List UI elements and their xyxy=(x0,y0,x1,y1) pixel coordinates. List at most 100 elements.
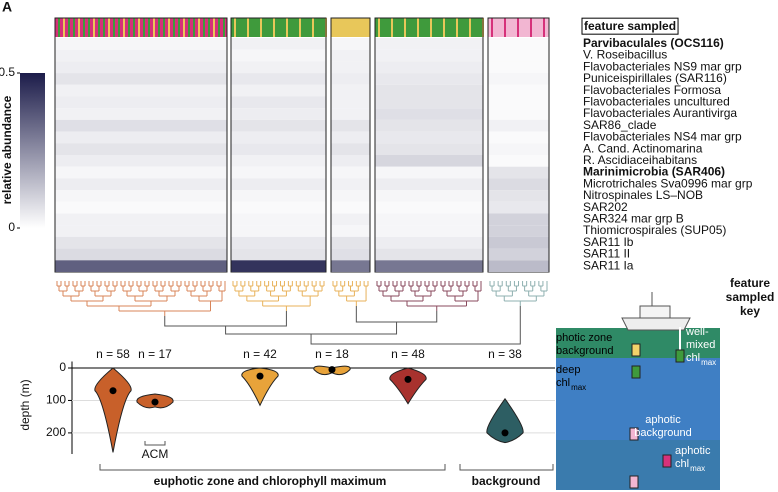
feature-stripe xyxy=(128,18,130,37)
heatmap-cell xyxy=(231,166,326,179)
dendro-root xyxy=(225,322,398,335)
feature-stripe xyxy=(158,18,160,37)
feature-stripe xyxy=(213,18,215,37)
heatmap-cell xyxy=(331,236,370,249)
key-swatch xyxy=(629,427,639,441)
heatmap-cell xyxy=(488,73,549,85)
row-label: R. Ascidiaceihabitans xyxy=(583,153,697,167)
feature-strip xyxy=(331,18,370,37)
heatmap-cell xyxy=(488,166,549,179)
bracket-label: ACM xyxy=(142,447,169,461)
feature-stripe xyxy=(208,18,210,37)
heatmap-cell xyxy=(231,248,326,261)
key-label: chl xyxy=(556,377,570,389)
heatmap-cell xyxy=(55,190,227,202)
heatmap-cell xyxy=(331,155,370,167)
key-label-sub: max xyxy=(701,358,716,367)
heatmap-cell xyxy=(231,119,326,132)
row-label: V. Roseibacillus xyxy=(583,48,667,62)
heatmap-cell xyxy=(375,225,483,237)
heatmap-cell xyxy=(375,61,483,74)
heatmap-cell xyxy=(231,260,326,272)
feature-stripe xyxy=(198,18,200,37)
heatmap-cell xyxy=(231,108,326,120)
feature-stripe xyxy=(178,18,180,37)
heatmap-cell xyxy=(375,84,483,97)
group-label: n = 48 xyxy=(391,347,425,361)
heatmap-cell xyxy=(331,61,370,74)
key-label: chl xyxy=(686,352,700,364)
feature-stripe xyxy=(188,18,190,37)
bracket xyxy=(99,464,446,471)
heatmap-cell xyxy=(331,108,370,120)
feature-label-box xyxy=(581,17,679,35)
colorbar xyxy=(20,73,45,228)
feature-stripe xyxy=(98,18,100,37)
heatmap-cell xyxy=(231,155,326,167)
heatmap-cell xyxy=(331,131,370,144)
y-tick-label: 200 xyxy=(46,425,66,439)
heatmap-cell xyxy=(488,260,549,272)
feature-stripe xyxy=(123,18,125,37)
feature-stripe xyxy=(108,18,110,37)
feature-stripe xyxy=(193,18,195,37)
heatmap-cell xyxy=(231,213,326,226)
heatmap-cell xyxy=(55,73,227,85)
heatmap-cell xyxy=(331,178,370,191)
feature-stripe xyxy=(443,18,445,37)
heatmap-cell xyxy=(231,201,326,214)
y-tick-label: 100 xyxy=(46,393,66,407)
heatmap-cell xyxy=(231,96,326,109)
heatmap-cell xyxy=(55,201,227,214)
key-label: chl xyxy=(675,458,689,470)
feature-stripe xyxy=(430,18,432,37)
feature-stripe xyxy=(93,18,95,37)
heatmap-cell xyxy=(331,166,370,179)
heatmap-cell xyxy=(55,236,227,249)
heatmap-cell xyxy=(488,49,549,62)
feature-stripe xyxy=(88,18,90,37)
heatmap-cell xyxy=(55,260,227,272)
feature-stripe xyxy=(148,18,150,37)
dendro-root xyxy=(355,306,438,323)
heatmap-cell xyxy=(231,38,326,50)
heatmap-cell xyxy=(375,49,483,62)
heatmap-cell xyxy=(331,201,370,214)
heatmap-cell xyxy=(331,119,370,132)
panel-label: A xyxy=(2,0,12,15)
heatmap-cell xyxy=(488,178,549,191)
heatmap-cell xyxy=(55,49,227,62)
dendro-root xyxy=(164,311,287,327)
row-label: Flavobacteriales NS4 mar grp xyxy=(583,130,742,144)
feature-stripe xyxy=(469,18,471,37)
heatmap-cell xyxy=(488,190,549,202)
median-dot xyxy=(151,398,159,406)
colorbar-label: relative abundance xyxy=(0,95,14,204)
key-label: aphotic xyxy=(675,445,711,457)
violin xyxy=(486,397,524,444)
heatmap-cell xyxy=(488,155,549,167)
heatmap-cell xyxy=(231,84,326,97)
heatmap-cell xyxy=(331,84,370,97)
heatmap-cell xyxy=(375,178,483,191)
heatmap-cell xyxy=(488,108,549,120)
heatmap-cell xyxy=(55,166,227,179)
heatmap-cell xyxy=(55,248,227,261)
feature-stripe xyxy=(378,18,380,37)
key-swatch xyxy=(631,343,641,357)
heatmap-cell xyxy=(488,236,549,249)
feature-stripe xyxy=(78,18,80,37)
feature-strip xyxy=(231,18,326,37)
heatmap-cell xyxy=(55,155,227,167)
heatmap-cell xyxy=(375,260,483,272)
feature-stripe xyxy=(234,18,236,37)
feature-stripe xyxy=(334,18,336,37)
heatmap-cell xyxy=(55,108,227,120)
bracket-label: background xyxy=(472,474,541,488)
feature-stripe xyxy=(118,18,120,37)
feature-stripe xyxy=(143,18,145,37)
feature-stripe xyxy=(299,18,301,37)
heatmap-cell xyxy=(375,96,483,109)
heatmap-cell xyxy=(488,248,549,261)
heatmap-cell xyxy=(375,190,483,202)
